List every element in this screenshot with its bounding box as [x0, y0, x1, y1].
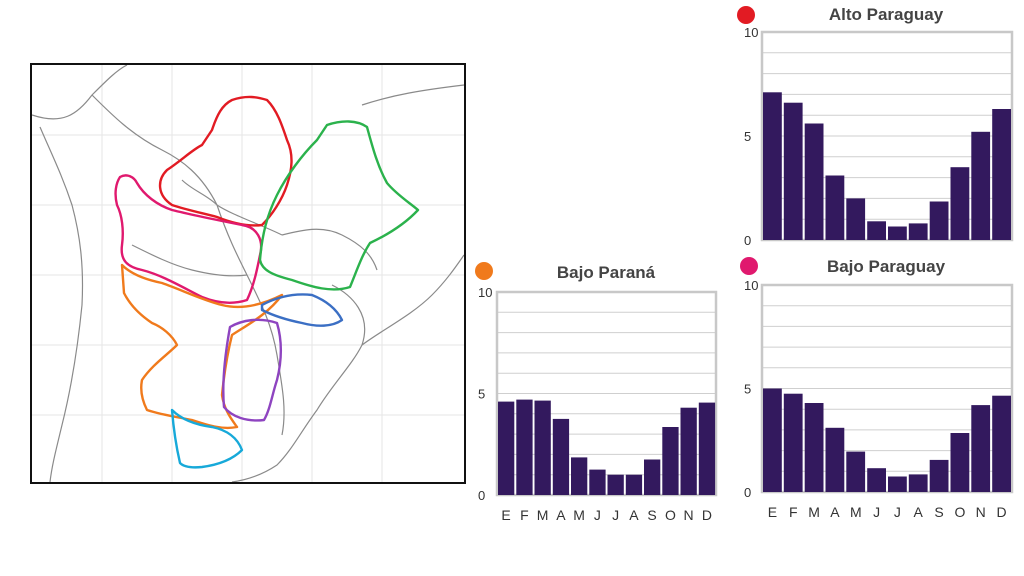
alto-paraguay-bar — [763, 92, 782, 240]
alto-paraguay-bar — [992, 109, 1011, 240]
bajo-paran-month-label: O — [665, 507, 676, 523]
alto-paraguay-bar — [950, 167, 970, 240]
bajo-paraguay-bar — [971, 405, 991, 492]
bajo-paraguay-y-tick-label: 5 — [744, 382, 751, 397]
bajo-paran-bar — [662, 427, 679, 495]
bajo-paran-bar — [498, 401, 515, 495]
bajo-paraguay-month-label: A — [830, 504, 840, 520]
bajo-paraguay-chart-title: Bajo Paraguay — [827, 257, 946, 276]
bajo-paran-plot-frame — [495, 290, 718, 497]
alto-paraguay-bar — [929, 201, 949, 240]
bajo-paran-month-label: N — [684, 507, 694, 523]
bajo-paran-bar — [644, 459, 661, 495]
alto-paraguay-bar — [908, 223, 928, 240]
bajo-paran-bar — [680, 407, 697, 495]
country-borders — [32, 65, 464, 482]
bajo-paraguay-month-label: O — [954, 504, 965, 520]
bajo-paraguay-month-label: D — [997, 504, 1007, 520]
alto-paraguay-bar — [804, 123, 824, 240]
bajo-paran-bar — [534, 400, 551, 495]
basin-bajo-paraguay-outline — [114, 174, 263, 305]
bajo-paran-month-label: J — [594, 507, 601, 523]
bajo-paran-y-tick-label: 10 — [478, 285, 492, 300]
alto-paraguay-bar — [783, 102, 803, 240]
alto-paraguay-y-tick-label: 5 — [744, 129, 751, 144]
bajo-paraguay-bar — [929, 459, 949, 492]
alto-paraguay-bar — [846, 198, 866, 240]
basin-map-drawing — [32, 65, 464, 482]
alto-paraguay-bar — [867, 221, 886, 240]
bajo-paran-y-tick-label: 5 — [478, 387, 485, 402]
basin-green-outline — [258, 120, 420, 291]
alto-paraguay-marker-dot — [737, 6, 755, 24]
basin-blue-outline — [260, 293, 344, 327]
bajo-paran-month-label: J — [612, 507, 619, 523]
bajo-paraguay-month-label: E — [768, 504, 777, 520]
basin-outlines — [114, 95, 420, 469]
bajo-paraguay-bar — [908, 474, 928, 492]
basin-cyan-outline — [170, 408, 244, 469]
bajo-paran-bar — [589, 469, 606, 495]
alto-paraguay-bar — [888, 226, 907, 240]
bajo-paraguay-bar — [825, 427, 845, 492]
bajo-paraguay-bar — [992, 395, 1011, 492]
bajo-paraguay-bar — [783, 393, 803, 492]
bajo-paraguay-y-tick-label: 10 — [744, 278, 758, 293]
basin-map — [30, 63, 466, 484]
bajo-paraguay-month-label: J — [873, 504, 880, 520]
bajo-paran-month-label: M — [537, 507, 549, 523]
bajo-paran-chart-title: Bajo Paraná — [557, 263, 656, 282]
bajo-paraguay-month-label: S — [934, 504, 943, 520]
bajo-paraguay-bar — [763, 388, 782, 492]
bajo-paraguay-bar — [804, 403, 824, 492]
alto-paraguay-y-tick-label: 10 — [744, 25, 758, 40]
alto-paraguay-plot-frame — [760, 30, 1014, 242]
bajo-paran-month-label: M — [573, 507, 585, 523]
basin-alto-paraguay-outline — [158, 95, 293, 227]
bajo-paraguay-bar — [888, 476, 907, 492]
bajo-paraguay-plot-frame — [760, 283, 1014, 494]
bajo-paraguay-month-label: N — [976, 504, 986, 520]
alto-paraguay-chart-title: Alto Paraguay — [829, 5, 944, 24]
bajo-paran-y-tick-label: 0 — [478, 488, 485, 503]
bajo-paraguay-bar — [950, 433, 970, 492]
bajo-paraguay-bar — [867, 468, 886, 492]
bajo-paran-month-label: D — [702, 507, 712, 523]
bajo-paran-month-label: F — [520, 507, 529, 523]
bajo-paran-bar — [698, 402, 716, 495]
bajo-paran-month-label: A — [629, 507, 639, 523]
bajo-paraguay-month-label: F — [789, 504, 798, 520]
bajo-paran-marker-dot — [475, 262, 493, 280]
basin-purple-outline — [222, 318, 282, 422]
bajo-paraguay-month-label: M — [808, 504, 820, 520]
bajo-paran-bar — [571, 457, 588, 495]
bajo-paran-bar — [625, 474, 643, 495]
bajo-paraguay-bar — [846, 451, 866, 492]
bajo-paraguay-y-tick-label: 0 — [744, 485, 751, 500]
bajo-paran-month-label: A — [556, 507, 566, 523]
bajo-paraguay-month-label: J — [894, 504, 901, 520]
bajo-paran-bar — [552, 418, 570, 495]
bajo-paraguay-marker-dot — [740, 257, 758, 275]
bajo-paran-month-label: E — [501, 507, 510, 523]
alto-paraguay-bar — [825, 175, 845, 240]
bajo-paraguay-month-label: A — [914, 504, 924, 520]
alto-paraguay-y-tick-label: 0 — [744, 233, 751, 248]
bajo-paran-month-label: S — [647, 507, 656, 523]
bajo-paran-bar — [516, 399, 533, 495]
basin-bajo-parana-outline — [120, 263, 284, 430]
bajo-paraguay-month-label: M — [850, 504, 862, 520]
alto-paraguay-bar — [971, 131, 991, 240]
bajo-paran-bar — [607, 474, 624, 495]
